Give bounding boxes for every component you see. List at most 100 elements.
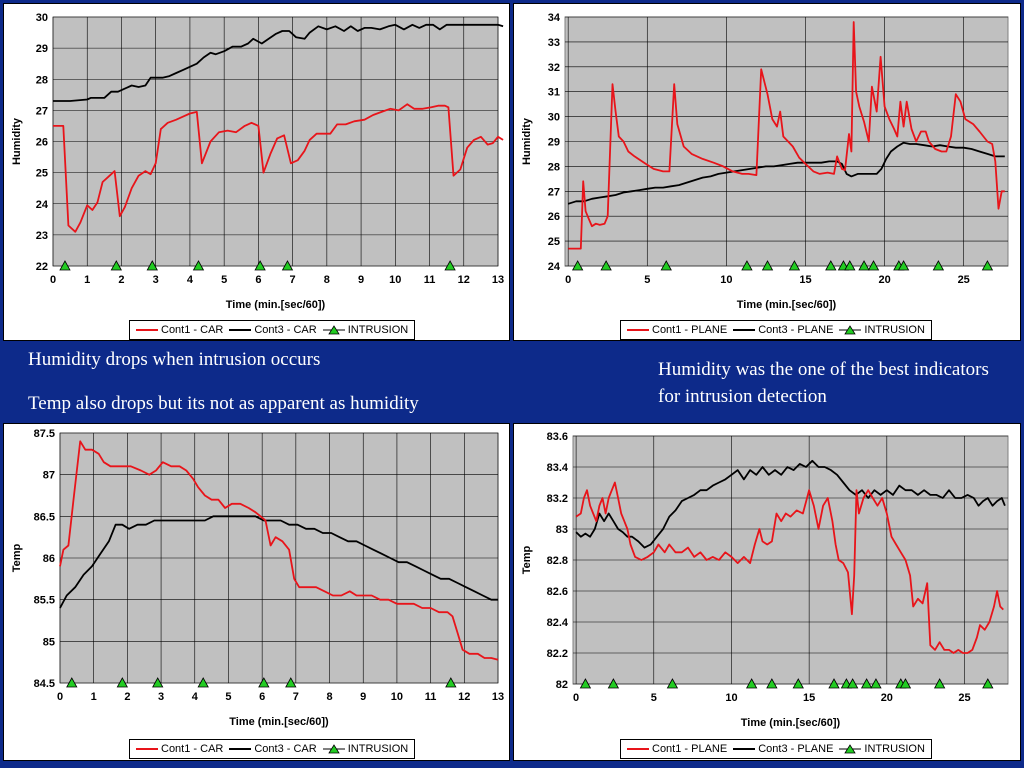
x-tick-label: 1 <box>91 691 97 703</box>
legend-item: Cont3 - CAR <box>229 324 317 336</box>
y-tick-label: 82.2 <box>547 648 568 660</box>
series-line-cont3-car <box>59 515 498 609</box>
intrusion-marker <box>146 260 158 271</box>
legend-triangle-icon <box>322 325 345 335</box>
y-tick-label: 27 <box>36 105 48 117</box>
legend-line-icon <box>627 329 649 331</box>
x-tick-label: 9 <box>360 691 366 703</box>
x-tick-label: 3 <box>153 274 159 286</box>
y-tick-label: 25 <box>36 168 48 180</box>
intrusion-marker <box>828 678 840 689</box>
legend-label: INTRUSION <box>864 324 925 336</box>
intrusion-marker <box>982 678 994 689</box>
series-line-cont1-plane <box>568 21 1005 250</box>
legend-label: Cont1 - CAR <box>161 324 224 336</box>
intrusion-marker <box>285 677 297 688</box>
intrusion-marker <box>607 678 620 689</box>
x-tick-label: 0 <box>573 692 579 704</box>
caption-best-indicator: Humidity was the one of the best indicat… <box>658 359 989 407</box>
x-tick-label: 5 <box>644 274 650 286</box>
intrusion-marker <box>867 260 880 271</box>
y-tick-label: 28 <box>36 74 48 86</box>
chart-panel-humidity-car: 22 23 24 25 26 27 28 29 30 0 1 2 3 4 5 6 7 8 9 10 11 12 13 Time… <box>3 3 510 341</box>
intrusion-marker <box>858 260 870 271</box>
x-tick-label: 5 <box>651 692 657 704</box>
legend-line-icon <box>627 748 649 750</box>
y-tick-label: 87.5 <box>34 428 55 440</box>
legend-line-icon <box>136 329 158 331</box>
intrusion-marker <box>116 677 129 688</box>
legend-item: INTRUSION <box>322 743 409 755</box>
intrusion-marker <box>899 678 912 689</box>
legend-triangle-icon <box>839 744 862 754</box>
x-tick-label: 15 <box>803 692 815 704</box>
intrusion-marker <box>825 260 837 271</box>
legend-item: Cont3 - PLANE <box>733 743 833 755</box>
y-tick-label: 26 <box>36 137 48 149</box>
y-tick-label: 82.6 <box>547 586 568 598</box>
legend-line-icon <box>136 748 158 750</box>
intrusion-marker <box>981 260 994 271</box>
y-tick-label: 82 <box>556 679 568 691</box>
y-tick-label: 25 <box>548 236 560 248</box>
legend-label: Cont1 - PLANE <box>652 743 728 755</box>
y-tick-label: 22 <box>36 261 48 273</box>
y-tick-label: 26 <box>548 211 560 223</box>
y-tick-label: 29 <box>548 137 560 149</box>
legend-item: Cont3 - CAR <box>229 743 317 755</box>
series-line-cont3-plane <box>575 459 1006 549</box>
y-tick-label: 33 <box>548 37 560 49</box>
x-tick-label: 5 <box>221 274 227 286</box>
x-tick-label: 0 <box>57 691 63 703</box>
chart-humidity-plane: 24 25 26 27 28 29 30 31 32 33 34 0 5 10 15 20 25 Time (mi… <box>521 12 1009 311</box>
intrusion-marker <box>761 260 774 271</box>
intrusion-marker <box>197 677 209 688</box>
legend-label: INTRUSION <box>347 743 409 755</box>
y-tick-label: 87 <box>43 470 55 482</box>
y-tick-label: 23 <box>36 230 48 242</box>
intrusion-marker <box>59 260 71 271</box>
legend-triangle-icon <box>322 744 345 754</box>
x-tick-label: 11 <box>424 274 436 286</box>
legend-item: Cont1 - PLANE <box>627 324 727 336</box>
x-tick-label: 10 <box>720 274 732 286</box>
y-axis-label: Humidity <box>521 117 533 165</box>
intrusion-marker <box>897 260 910 271</box>
x-tick-label: 4 <box>187 274 194 286</box>
legend-label: Cont1 - PLANE <box>652 324 728 336</box>
y-tick-label: 24 <box>36 199 49 211</box>
intrusion-marker <box>766 678 778 689</box>
x-tick-label: 25 <box>958 274 970 286</box>
intrusion-marker <box>192 260 205 271</box>
y-tick-label: 24 <box>548 261 561 273</box>
chart-panel-temp-car: 84.5 85 85.5 86 86.5 87 87.5 0 1 2 3 4 5 6 7 8 9 10 11 12 13… <box>3 423 510 761</box>
legend-item: Cont1 - PLANE <box>627 743 727 755</box>
legend-line-icon <box>229 748 252 750</box>
y-tick-label: 83.4 <box>547 462 569 474</box>
x-tick-label: 0 <box>565 274 571 286</box>
x-tick-label: 7 <box>290 274 296 286</box>
y-axis-label: Temp <box>521 545 533 574</box>
legend-label: Cont1 - CAR <box>161 743 224 755</box>
chart-panel-temp-plane: 82 82.2 82.4 82.6 82.8 83 83.2 83.4 83.6 0 5 10 15 20… <box>513 423 1021 761</box>
x-tick-label: 20 <box>878 274 890 286</box>
intrusion-marker <box>860 678 873 689</box>
legend-item: INTRUSION <box>322 324 408 336</box>
x-tick-label: 6 <box>259 691 265 703</box>
intrusion-marker <box>870 678 882 689</box>
intrusion-marker <box>660 260 672 271</box>
x-axis-label: Time (min.[sec/60]) <box>737 299 837 311</box>
y-tick-label: 83.2 <box>547 493 568 505</box>
caption-temp-drops: Temp also drops but its not as apparent … <box>28 393 419 414</box>
intrusion-marker <box>444 260 456 271</box>
chart-legend: Cont1 - PLANE Cont3 - PLANE INTRUSION <box>620 320 932 340</box>
y-tick-label: 82.4 <box>547 617 569 629</box>
y-axis-label: Temp <box>11 543 23 572</box>
chart-panel-humidity-plane: 24 25 26 27 28 29 30 31 32 33 34 0 5 10 15 20 25 Time (mi… <box>513 3 1021 341</box>
legend-line-icon <box>733 329 756 331</box>
x-tick-label: 3 <box>158 691 164 703</box>
intrusion-marker <box>745 678 758 689</box>
y-tick-label: 32 <box>548 62 560 74</box>
x-tick-label: 12 <box>458 274 470 286</box>
x-tick-label: 10 <box>391 691 403 703</box>
